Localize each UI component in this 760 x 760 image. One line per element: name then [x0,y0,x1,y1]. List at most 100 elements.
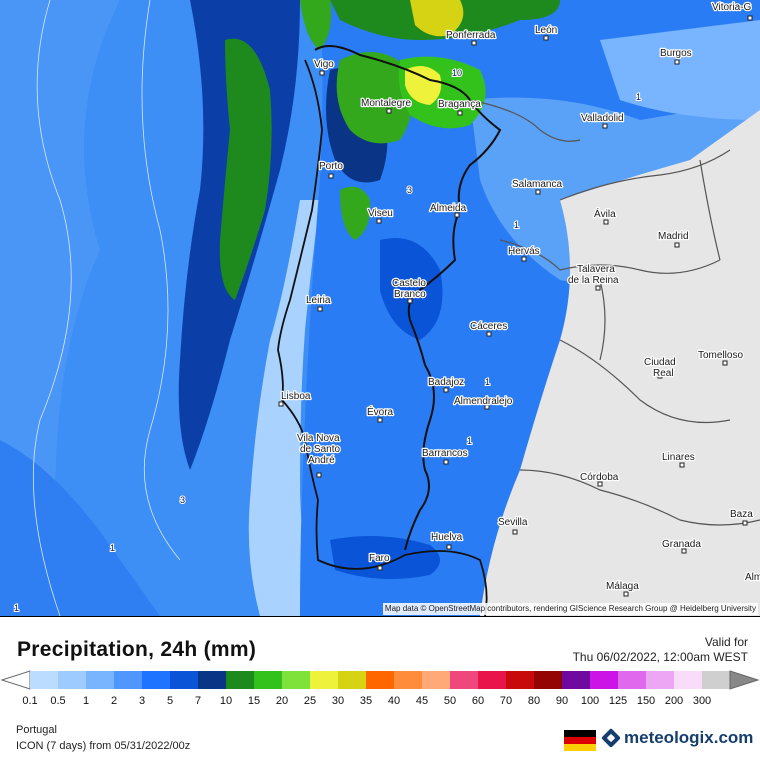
city-label: Porto [319,161,343,172]
city-markers: Vigo Ponferrada León Burgos Vitoria-G Mo… [278,1,760,597]
scale-swatch [702,671,731,689]
scale-tick-label: 70 [499,695,513,707]
precip-band-southwest [0,440,160,616]
contour-label: 10 [452,68,462,78]
city-marker[interactable] [484,404,490,410]
contour-line-1 [141,0,181,561]
city-label: Lisboa [281,391,311,402]
scale-swatch [198,671,227,689]
city-marker[interactable] [446,544,452,550]
scale-tick-label: 90 [555,695,569,707]
scale-tick-label: 0.5 [50,695,66,707]
scale-swatch [394,671,423,689]
city-marker[interactable] [512,529,518,535]
scale-tick-label: 300 [692,695,712,707]
scale-tick-label: 125 [608,695,628,707]
contour-label: 3 [180,495,185,505]
brand-logo[interactable]: meteologix.com [601,728,753,748]
city-marker[interactable] [407,298,413,304]
precip-patch-green-4 [300,0,332,50]
contour-label: 1 [485,377,490,387]
city-marker[interactable] [623,591,629,597]
city-label: Granada [662,539,701,550]
city-label: León [535,25,557,36]
city-label: Vigo [314,59,334,70]
city-marker[interactable] [747,15,753,21]
valid-time: Thu 06/02/2022, 12:00am WEST [572,650,748,664]
city-label: Baza [730,509,753,520]
city-label: Badajoz [428,377,464,388]
city-marker[interactable] [457,110,463,116]
dry-area [480,110,760,616]
scale-swatch [590,671,619,689]
precip-patch-center [380,238,443,340]
contour-label: 3 [407,185,412,195]
contour-label: 1 [14,603,19,613]
city-marker[interactable] [471,40,477,46]
city-marker[interactable] [543,35,549,41]
scale-tick-label: 1 [82,695,90,707]
scale-swatch [646,671,675,689]
city-label: Évora [367,405,394,418]
city-marker[interactable] [443,387,449,393]
city-marker[interactable] [521,256,527,262]
city-marker[interactable] [679,462,685,468]
contour-line-2 [32,0,72,616]
city-label: Málaga [606,581,639,592]
city-label: Hervás [508,246,540,257]
city-label: Ávila [594,207,616,220]
scale-tick-label: 80 [527,695,541,707]
scale-swatch [310,671,339,689]
scale-tick-label: 2 [110,695,118,707]
city-label: Almendralejo [454,396,513,407]
scale-tick-label: 25 [303,695,317,707]
scale-swatch [86,671,115,689]
city-marker[interactable] [657,373,663,379]
city-label: Madrid [658,231,689,242]
city-marker[interactable] [595,285,601,291]
city-label: Sevilla [498,517,528,528]
color-scale-bar [0,670,760,690]
city-label: Barrancos [422,448,468,459]
scale-swatch [366,671,395,689]
city-marker[interactable] [376,218,382,224]
city-marker[interactable] [386,108,392,114]
city-marker[interactable] [317,306,323,312]
city-marker[interactable] [535,189,541,195]
coastline-portugal [277,59,488,616]
city-label: Córdoba [580,472,619,483]
city-marker[interactable] [674,242,680,248]
city-label: Castelo Branco [392,278,426,300]
scale-tick-label: 7 [194,695,202,707]
city-marker[interactable] [681,548,687,554]
city-marker[interactable] [316,472,322,478]
scale-arrow-right [729,670,760,690]
city-marker[interactable] [278,401,284,407]
city-marker[interactable] [377,417,383,423]
city-marker[interactable] [722,360,728,366]
scale-tick-label: 10 [219,695,233,707]
city-marker[interactable] [377,565,383,571]
scale-swatch [226,671,255,689]
city-marker[interactable] [454,212,460,218]
precipitation-map[interactable]: 10 3 1 1 1 1 3 1 1 Vigo Ponferrada León … [0,0,760,617]
legend-title: Precipitation, 24h (mm) [17,638,257,661]
city-label: Huelva [431,532,463,543]
scale-swatch [674,671,703,689]
spain-region-borders [469,99,760,526]
city-marker[interactable] [742,520,748,526]
city-marker[interactable] [328,173,334,179]
scale-tick-label: 5 [166,695,174,707]
scale-swatch [562,671,591,689]
city-label: Salamanca [512,179,562,190]
city-marker[interactable] [443,459,449,465]
precip-patch-yellow-2 [410,0,464,37]
city-label: Valladolid [581,113,624,124]
city-marker[interactable] [319,70,325,76]
city-marker[interactable] [674,59,680,65]
city-marker[interactable] [603,219,609,225]
city-marker[interactable] [602,123,608,129]
city-marker[interactable] [486,331,492,337]
city-marker[interactable] [597,481,603,487]
scale-tick-label: 150 [636,695,656,707]
